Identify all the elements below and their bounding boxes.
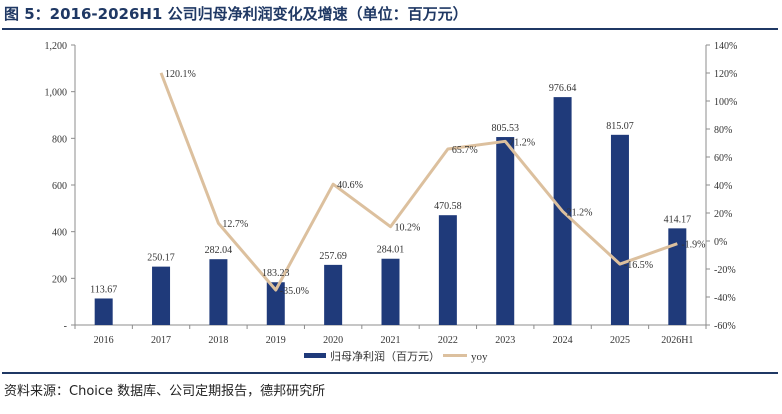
source-rule [2, 372, 778, 374]
y-right-tick-label: -40% [714, 293, 736, 304]
profit-bar [324, 264, 343, 325]
y-right-tick-label: 100% [714, 97, 737, 108]
profit-bar [496, 137, 515, 325]
y-right-tick-label: 60% [714, 153, 732, 164]
yoy-value-label: 10.2% [395, 223, 421, 234]
x-tick-label: 2020 [323, 335, 343, 346]
yoy-value-label: 40.6% [337, 180, 363, 191]
legend-bar-label: 归母净利润（百万元） [330, 349, 440, 363]
x-tick-label: 2017 [151, 335, 171, 346]
figure-title: 图 5：2016-2026H1 公司归母净利润变化及增速（单位：百万元） [4, 5, 468, 23]
profit-bar [152, 266, 171, 325]
profit-bar-value-label: 250.17 [147, 253, 175, 264]
profit-bar [381, 258, 400, 325]
legend-bar-swatch [304, 353, 326, 358]
profit-bar [94, 298, 113, 325]
y-left-tick-label: 400 [52, 228, 67, 239]
yoy-value-label: -35.0% [280, 286, 309, 297]
y-left-tick-label: 1,000 [45, 88, 68, 99]
x-tick-label: 2024 [553, 335, 573, 346]
profit-bar-value-label: 257.69 [319, 251, 347, 262]
profit-bar-value-label: 183.23 [262, 268, 290, 279]
x-tick-label: 2021 [381, 335, 401, 346]
profit-bar [668, 228, 687, 325]
legend-line-label: yoy [471, 351, 488, 363]
yoy-line [159, 72, 678, 292]
x-tick-label: 2018 [208, 335, 228, 346]
profit-bar-value-label: 815.07 [606, 121, 634, 132]
title-rule [2, 28, 778, 30]
y-right-tick-label: 40% [714, 181, 732, 192]
legend: 归母净利润（百万元） yoy [304, 349, 488, 363]
profit-bar [266, 282, 285, 325]
bars-layer [94, 97, 687, 325]
yoy-value-label: 12.7% [222, 219, 248, 230]
x-tick-label: 2023 [495, 335, 515, 346]
y-right-tick-label: 80% [714, 125, 732, 136]
profit-bar [209, 259, 228, 325]
x-tick-label: 2025 [610, 335, 630, 346]
profit-bar-value-label: 284.01 [377, 245, 405, 256]
profit-bar-value-label: 282.04 [205, 245, 233, 256]
yoy-value-label: -1.9% [681, 240, 705, 251]
yoy-value-label: -16.5% [624, 260, 653, 271]
yoy-value-label: 21.2% [567, 207, 593, 218]
x-tick-label: 2026H1 [661, 335, 693, 346]
profit-bar-value-label: 470.58 [434, 201, 462, 212]
yoy-value-label: 71.2% [509, 137, 535, 148]
profit-bar [610, 134, 629, 325]
y-left-tick-label: 200 [52, 274, 67, 285]
y-right-tick-label: 120% [714, 69, 737, 80]
y-left-tick-label: 1,200 [45, 41, 68, 52]
yoy-value-label: 65.7% [452, 145, 478, 156]
profit-bar-value-label: 976.64 [549, 83, 577, 94]
data-labels-layer: 113.67 250.17 282.04 183.23 257.69 284.01 470.… [90, 69, 705, 297]
profit-bar-value-label: 805.53 [491, 123, 519, 134]
yoy-value-label: 120.1% [165, 69, 196, 80]
axes-layer: - 200 400 600 800 1,000 1,200 -60% -40% -20% 0% 20%… [45, 41, 738, 346]
profit-bar-value-label: 414.17 [664, 214, 692, 225]
y-right-tick-label: 140% [714, 41, 737, 52]
y-left-tick-label: - [64, 321, 67, 332]
x-tick-label: 2019 [266, 335, 286, 346]
y-right-tick-label: -60% [714, 321, 736, 332]
y-right-tick-label: -20% [714, 265, 736, 276]
y-right-tick-label: 20% [714, 209, 732, 220]
x-tick-label: 2016 [94, 335, 114, 346]
source-note: 资料来源：Choice 数据库、公司定期报告，德邦研究所 [4, 384, 326, 399]
y-right-tick-label: 0% [714, 237, 727, 248]
profit-bar-value-label: 113.67 [90, 284, 117, 295]
profit-bar [438, 215, 457, 325]
x-tick-label: 2022 [438, 335, 458, 346]
yoy-line-layer [159, 72, 678, 292]
y-left-tick-label: 600 [52, 181, 67, 192]
y-left-tick-label: 800 [52, 134, 67, 145]
net-profit-combo-chart: - 200 400 600 800 1,000 1,200 -60% -40% -20% 0% 20%… [45, 41, 738, 363]
